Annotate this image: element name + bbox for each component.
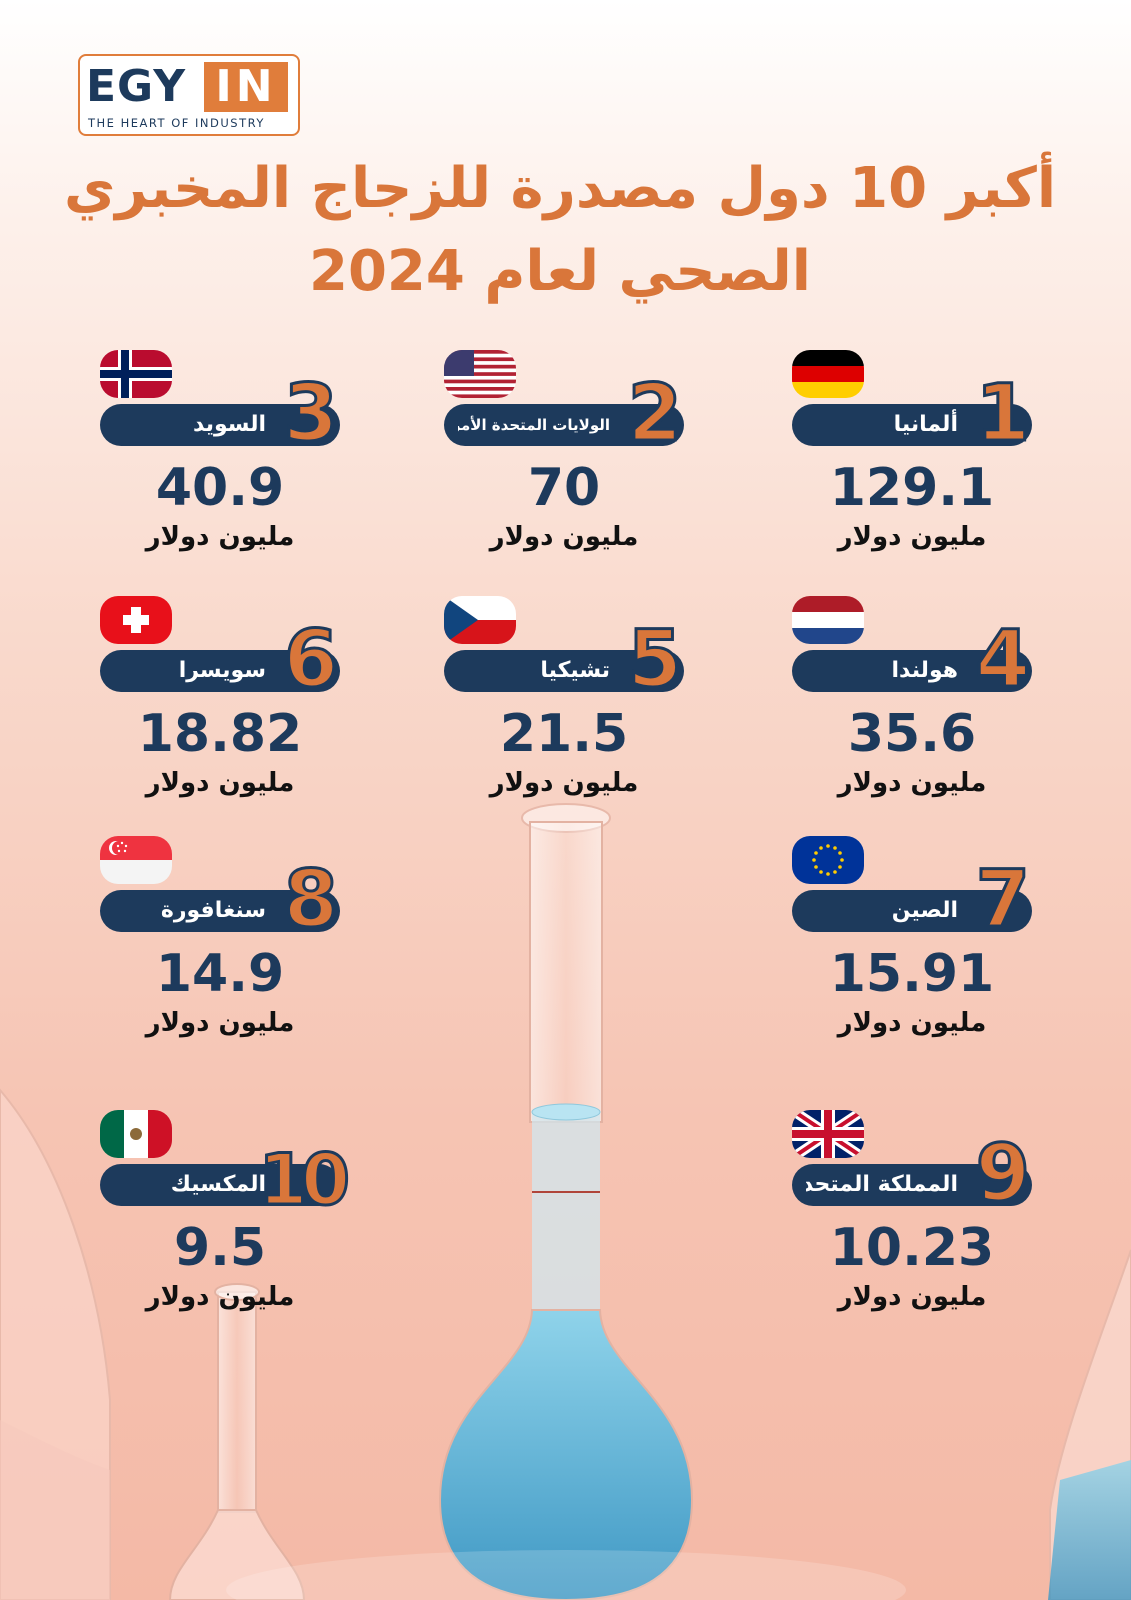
value-unit: مليون دولار [145,1282,295,1312]
rank-number: 4 [974,615,1031,705]
export-value: 35.6 [847,704,977,764]
country-card-2: الولايات المتحدة الأمريكية 2 70 مليون دو… [444,350,684,560]
country-pill [792,890,1032,932]
value-unit: مليون دولار [489,522,639,552]
rank-number: 7 [974,855,1031,945]
rank-number: 10 [257,1139,351,1222]
rank-number: 9 [974,1129,1031,1219]
eu-flag-icon [792,836,864,884]
country-card-7: الصين 7 15.91 مليون دولار [792,836,1032,1046]
country-pill [444,404,684,446]
switzerland-flag-icon [100,596,172,644]
value-unit: مليون دولار [145,1008,295,1038]
country-pill [100,404,340,446]
value-unit: مليون دولار [837,768,987,798]
country-card-9: المملكة المتحدة 9 10.23 مليون دولار [792,1110,1032,1320]
rank-number: 6 [282,615,339,705]
export-value: 21.5 [499,704,629,764]
country-pill [444,650,684,692]
export-value: 18.82 [137,704,303,764]
country-name: الولايات المتحدة الأمريكية [458,416,610,434]
export-value: 129.1 [829,458,995,518]
country-name: هولندا [891,658,958,683]
country-name: الصين [891,898,958,923]
export-value: 70 [527,458,601,518]
country-name: تشيكيا [540,658,610,683]
rank-number: 2 [626,369,683,459]
country-name: المملكة المتحدة [806,1172,958,1197]
country-card-3: السويد 3 40.9 مليون دولار [100,350,340,560]
value-unit: مليون دولار [489,768,639,798]
usa-flag-icon [444,350,516,398]
country-card-8: سنغافورة 8 14.9 مليون دولار [100,836,340,1046]
value-unit: مليون دولار [145,768,295,798]
country-pill [100,890,340,932]
page-title-line1: أكبر 10 دول مصدرة للزجاج المخبري [63,156,1057,221]
logo-tagline: THE HEART OF INDUSTRY [88,116,265,130]
country-name: سويسرا [178,658,266,683]
norway-style-flag-icon [100,350,172,398]
logo-egy-text: EGY [86,61,187,112]
page-title-line2: الصحي لعام 2024 [309,239,811,304]
export-value: 40.9 [155,458,285,518]
uk-flag-icon [792,1110,864,1158]
country-pill [100,1164,340,1206]
export-value: 10.23 [829,1218,995,1278]
export-value: 15.91 [829,944,995,1004]
netherlands-flag-icon [792,596,864,644]
export-value: 14.9 [155,944,285,1004]
value-unit: مليون دولار [837,1282,987,1312]
rank-number: 3 [282,369,339,459]
country-pill [792,1164,1032,1206]
country-pill [792,404,1032,446]
egy-in-logo: EGY IN THE HEART OF INDUSTRY [78,54,300,136]
singapore-flag-icon [100,836,172,884]
rank-number: 8 [282,855,339,945]
country-name: السويد [193,412,266,437]
logo-in-text: IN [204,62,288,112]
country-name: المكسيك [170,1172,266,1197]
country-card-1: ألمانيا 1 129.1 مليون دولار [792,350,1032,560]
value-unit: مليون دولار [145,522,295,552]
rank-number: 5 [626,615,683,705]
country-pill [792,650,1032,692]
country-pill [100,650,340,692]
rank-number: 1 [974,369,1031,459]
country-name: سنغافورة [160,898,266,923]
value-unit: مليون دولار [837,1008,987,1038]
country-card-10: المكسيك 10 9.5 مليون دولار [100,1110,352,1320]
value-unit: مليون دولار [837,522,987,552]
country-name: ألمانيا [893,412,958,437]
country-card-5: تشيكيا 5 21.5 مليون دولار [444,596,684,806]
country-card-6: سويسرا 6 18.82 مليون دولار [100,596,340,806]
export-value: 9.5 [173,1218,267,1278]
germany-flag-icon [792,350,864,398]
country-card-4: هولندا 4 35.6 مليون دولار [792,596,1032,806]
mexico-flag-icon [100,1110,172,1158]
czechia-flag-icon [444,596,516,644]
